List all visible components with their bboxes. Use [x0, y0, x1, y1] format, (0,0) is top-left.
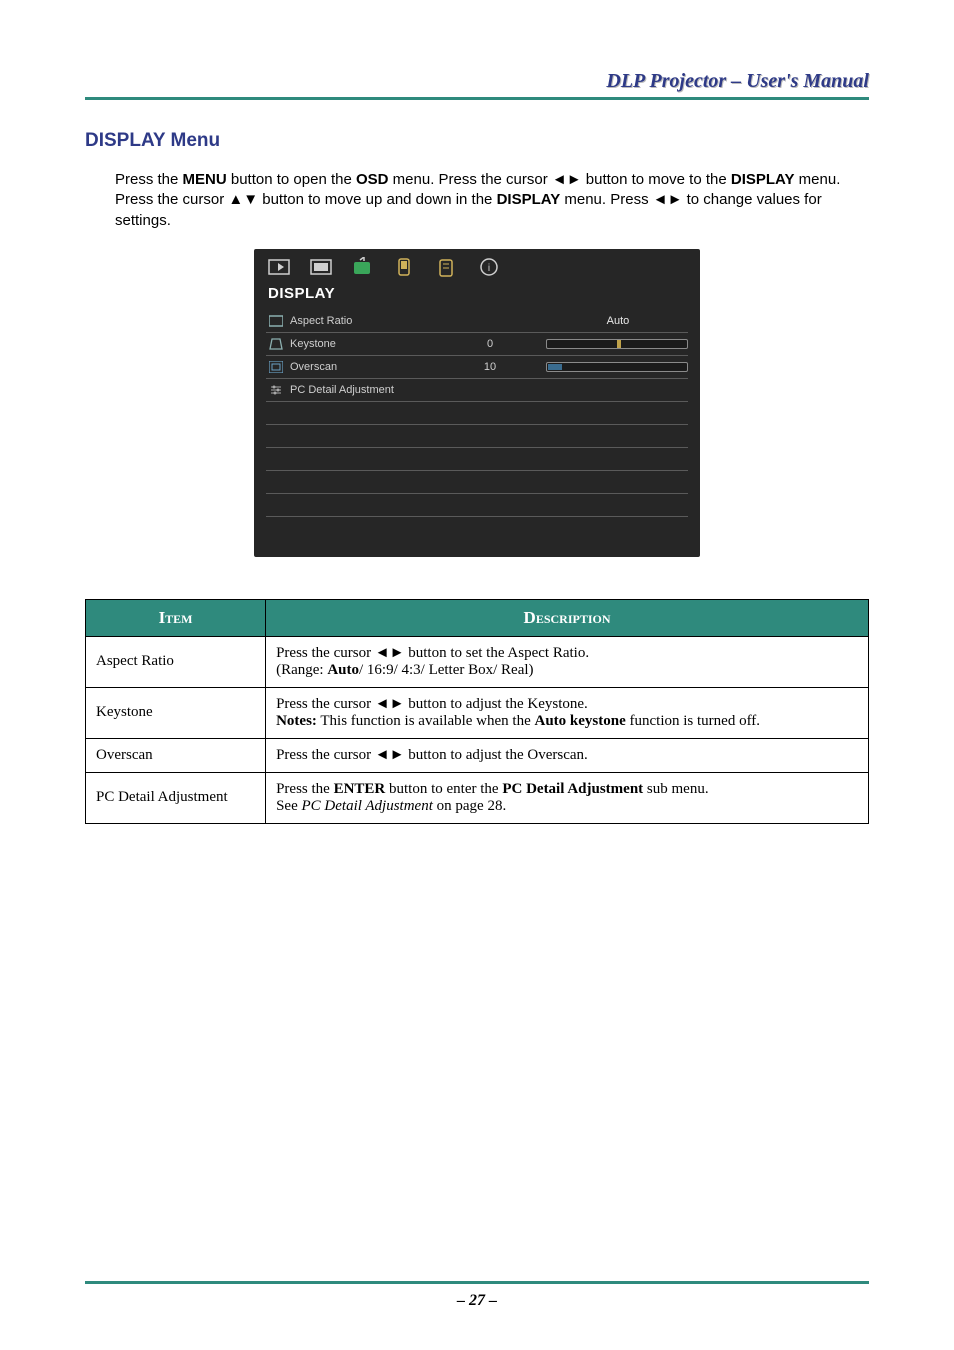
desc-text: (Range: [276, 662, 327, 678]
display-bold: DISPLAY [497, 191, 561, 208]
pc-detail-icon [266, 384, 286, 396]
desc-text: button to enter the [385, 781, 502, 797]
desc-text: sub menu. [643, 781, 708, 797]
aspect-icon [266, 315, 286, 327]
osd-tab-bar: i [254, 249, 700, 279]
osd-label: Overscan [286, 361, 460, 373]
intro-text: menu. Press the cursor ◄► button to move… [389, 171, 731, 188]
osd-row-empty [266, 494, 688, 517]
osd-label: Aspect Ratio [286, 315, 460, 327]
overscan-slider [546, 362, 688, 372]
intro-text: button to open the [227, 171, 356, 188]
desc-bold: ENTER [334, 781, 386, 797]
osd-value: 10 [460, 361, 520, 373]
intro-text: Press the [115, 171, 183, 188]
table-header-desc: Description [266, 599, 869, 636]
table-item: Keystone [86, 687, 266, 738]
intro-paragraph: Press the MENU button to open the OSD me… [115, 170, 869, 231]
table-desc: Press the cursor ◄► button to adjust the… [266, 687, 869, 738]
osd-row-empty [266, 425, 688, 448]
desc-text: Press the cursor ◄► button to adjust the… [276, 696, 588, 712]
svg-text:i: i [488, 263, 490, 274]
keystone-icon [266, 338, 286, 350]
desc-italic: PC Detail Adjustment [302, 798, 433, 814]
desc-bold: Auto keystone [535, 713, 626, 729]
section-heading: DISPLAY Menu [85, 130, 869, 152]
osd-value-text: Auto [548, 315, 688, 327]
osd-row-empty [266, 448, 688, 471]
keystone-slider [546, 339, 688, 349]
osd-value: 0 [460, 338, 520, 350]
osd-title: DISPLAY [254, 279, 700, 310]
display-tab-icon [310, 257, 332, 277]
table-item: PC Detail Adjustment [86, 772, 266, 823]
table-desc: Press the cursor ◄► button to set the As… [266, 636, 869, 687]
osd-row-empty [266, 471, 688, 494]
desc-bold: Notes: [276, 713, 317, 729]
header-rule [85, 97, 869, 100]
desc-text: function is turned off. [626, 713, 760, 729]
volume-tab-icon [394, 257, 416, 277]
osd-row-overscan: Overscan 10 [266, 356, 688, 379]
osd-row-aspect-ratio: Aspect Ratio Auto [266, 310, 688, 333]
osd-menu-screenshot: i DISPLAY Aspect Ratio Auto Key [254, 249, 700, 557]
image-tab-icon [268, 257, 290, 277]
header-title: DLP Projector – User's Manual [85, 70, 869, 93]
osd-list: Aspect Ratio Auto Keystone 0 [254, 310, 700, 557]
table-row: PC Detail Adjustment Press the ENTER but… [86, 772, 869, 823]
table-row: Aspect Ratio Press the cursor ◄► button … [86, 636, 869, 687]
table-header-item: Item [86, 599, 266, 636]
osd-row-pc-detail: PC Detail Adjustment [266, 379, 688, 402]
table-desc: Press the cursor ◄► button to adjust the… [266, 738, 869, 772]
desc-text: See [276, 798, 301, 814]
description-table: Item Description Aspect Ratio Press the … [85, 599, 869, 824]
setup-tab-icon [352, 257, 374, 277]
osd-bold: OSD [356, 171, 389, 188]
desc-text: Press the [276, 781, 334, 797]
osd-row-empty [266, 402, 688, 425]
osd-label: Keystone [286, 338, 460, 350]
table-desc: Press the ENTER button to enter the PC D… [266, 772, 869, 823]
display-bold: DISPLAY [731, 171, 795, 188]
osd-label: PC Detail Adjustment [286, 384, 460, 396]
page-number: – 27 – [85, 1292, 869, 1310]
install1-tab-icon [436, 257, 458, 277]
table-row: Overscan Press the cursor ◄► button to a… [86, 738, 869, 772]
table-item: Overscan [86, 738, 266, 772]
desc-text: / 16:9/ 4:3/ Letter Box/ Real) [359, 662, 534, 678]
desc-bold: Auto [327, 662, 359, 678]
footer-rule [85, 1281, 869, 1284]
install2-tab-icon: i [478, 257, 500, 277]
desc-text: Press the cursor ◄► button to set the As… [276, 645, 589, 661]
desc-bold: PC Detail Adjustment [502, 781, 643, 797]
menu-bold: MENU [183, 171, 227, 188]
desc-text: Press the cursor ◄► button to adjust the… [276, 747, 588, 763]
overscan-icon [266, 361, 286, 373]
table-row: Keystone Press the cursor ◄► button to a… [86, 687, 869, 738]
desc-text: This function is available when the [317, 713, 535, 729]
table-item: Aspect Ratio [86, 636, 266, 687]
osd-row-keystone: Keystone 0 [266, 333, 688, 356]
desc-text: on page 28. [433, 798, 506, 814]
